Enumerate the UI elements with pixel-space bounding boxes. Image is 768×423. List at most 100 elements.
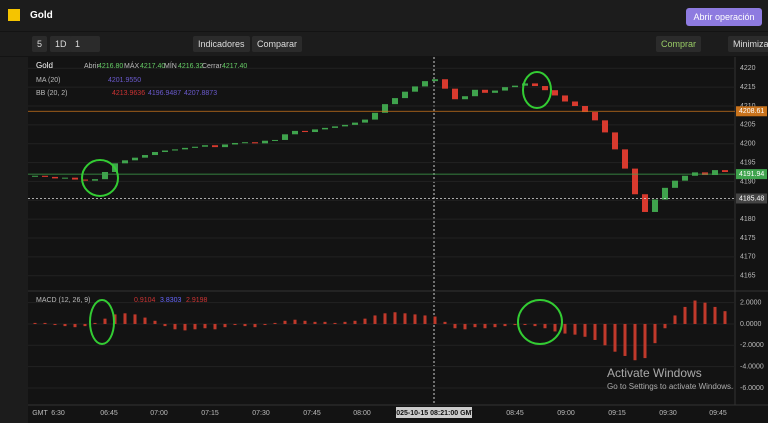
histogram-bar (453, 323, 457, 329)
candle (282, 134, 288, 140)
histogram-bar (553, 323, 557, 332)
candle (432, 79, 438, 82)
histogram-bar (693, 300, 697, 324)
hand-circle (522, 71, 552, 109)
open-trade-button[interactable]: Abrir operación (686, 8, 762, 26)
price-tag (736, 193, 767, 204)
histogram-bar (483, 323, 487, 329)
candle (472, 89, 478, 97)
candle (342, 124, 348, 127)
buy-button[interactable]: Comprar (656, 36, 702, 52)
candle (212, 145, 218, 148)
y-tick-label: 4205 (740, 122, 756, 129)
histogram-bar (143, 317, 147, 324)
crosshair-time-bg (396, 407, 472, 418)
histogram-bar (393, 312, 397, 324)
interval-button[interactable]: 5 (32, 36, 48, 52)
histogram-bar (473, 323, 477, 328)
legend-ma-value: 4201.9550 (108, 77, 141, 84)
histogram-bar (673, 315, 677, 324)
y-tick-label: 0.0000 (740, 321, 762, 328)
histogram-bar (113, 314, 117, 324)
histogram-bar (133, 314, 137, 324)
candle (612, 132, 618, 150)
histogram-bar (683, 306, 687, 324)
histogram-bar (63, 323, 67, 327)
y-tick-label: 4215 (740, 84, 756, 91)
histogram-bar (643, 323, 647, 359)
legend-bb: BB (20, 2) (36, 90, 68, 97)
candle (422, 81, 428, 87)
histogram-bar (433, 316, 437, 324)
histogram-bar (403, 313, 407, 324)
candle (132, 157, 138, 161)
side-toolbar (0, 57, 28, 423)
legend-open-label: Abrir (84, 63, 99, 70)
x-tick-label: 07:45 (303, 410, 321, 417)
candle (372, 112, 378, 120)
histogram-bar (43, 322, 47, 324)
candle (332, 126, 338, 128)
legend-symbol: Gold (36, 61, 53, 70)
price-tag-label: 4185.48 (739, 195, 764, 202)
histogram-bar (623, 323, 627, 356)
candle (682, 175, 688, 181)
histogram-bar (333, 322, 337, 324)
candle (632, 168, 638, 195)
y-tick-label: -2.0000 (740, 342, 764, 349)
minimize-button[interactable]: Minimizar (728, 36, 768, 52)
symbol[interactable]: Gold (30, 10, 53, 21)
legend-ma: MA (20) (36, 77, 61, 84)
legend-close: 4217.40 (222, 63, 247, 70)
legend-open: 4216.80 (98, 63, 123, 70)
histogram-bar (703, 302, 707, 324)
legend-macd-value: 3.8303 (160, 297, 182, 304)
histogram-bar (163, 323, 167, 327)
y-tick-label: -6.0000 (740, 385, 764, 392)
candle (102, 172, 108, 180)
histogram-bar (253, 323, 257, 328)
top-bar: Gold Abrir operación (0, 0, 768, 31)
candle (542, 86, 548, 91)
hand-circle (517, 299, 563, 345)
candle (62, 177, 68, 179)
histogram-bar (543, 323, 547, 329)
histogram-bar (103, 318, 107, 324)
candle (92, 179, 98, 181)
candle (82, 179, 88, 181)
price-tag (736, 106, 767, 117)
candle (232, 142, 238, 145)
candle (272, 139, 278, 141)
histogram-bar (723, 311, 727, 324)
indicators-button[interactable]: Indicadores (193, 36, 250, 52)
compare-button[interactable]: Comparar (252, 36, 303, 52)
price-tag (736, 169, 767, 180)
candle (712, 170, 718, 176)
candle (302, 130, 308, 133)
candle (562, 95, 568, 102)
candle (652, 199, 658, 212)
candle (292, 130, 298, 135)
histogram-bar (563, 323, 567, 334)
histogram-bar (323, 321, 327, 324)
histogram-bar (423, 315, 427, 324)
count-button[interactable]: 1 (70, 36, 100, 52)
x-tick-label: GMT (32, 410, 48, 417)
y-tick-label: 4175 (740, 235, 756, 242)
y-tick-label: -4.0000 (740, 363, 764, 370)
histogram-bar (203, 323, 207, 329)
candle (602, 120, 608, 133)
legend-bb-value: 4196.9487 (148, 90, 181, 97)
price-tag-label: 4208.61 (739, 108, 764, 115)
y-tick-label: 4200 (740, 141, 756, 148)
y-tick-label: 4195 (740, 159, 756, 166)
x-tick-label: 09:30 (659, 410, 677, 417)
candle (262, 140, 268, 144)
range-button[interactable]: 1D (50, 36, 72, 52)
candle (662, 187, 668, 200)
histogram-bar (93, 322, 97, 324)
histogram-bar (713, 306, 717, 324)
histogram-bar (243, 323, 247, 327)
price-tag-label: 4191.94 (739, 171, 764, 178)
